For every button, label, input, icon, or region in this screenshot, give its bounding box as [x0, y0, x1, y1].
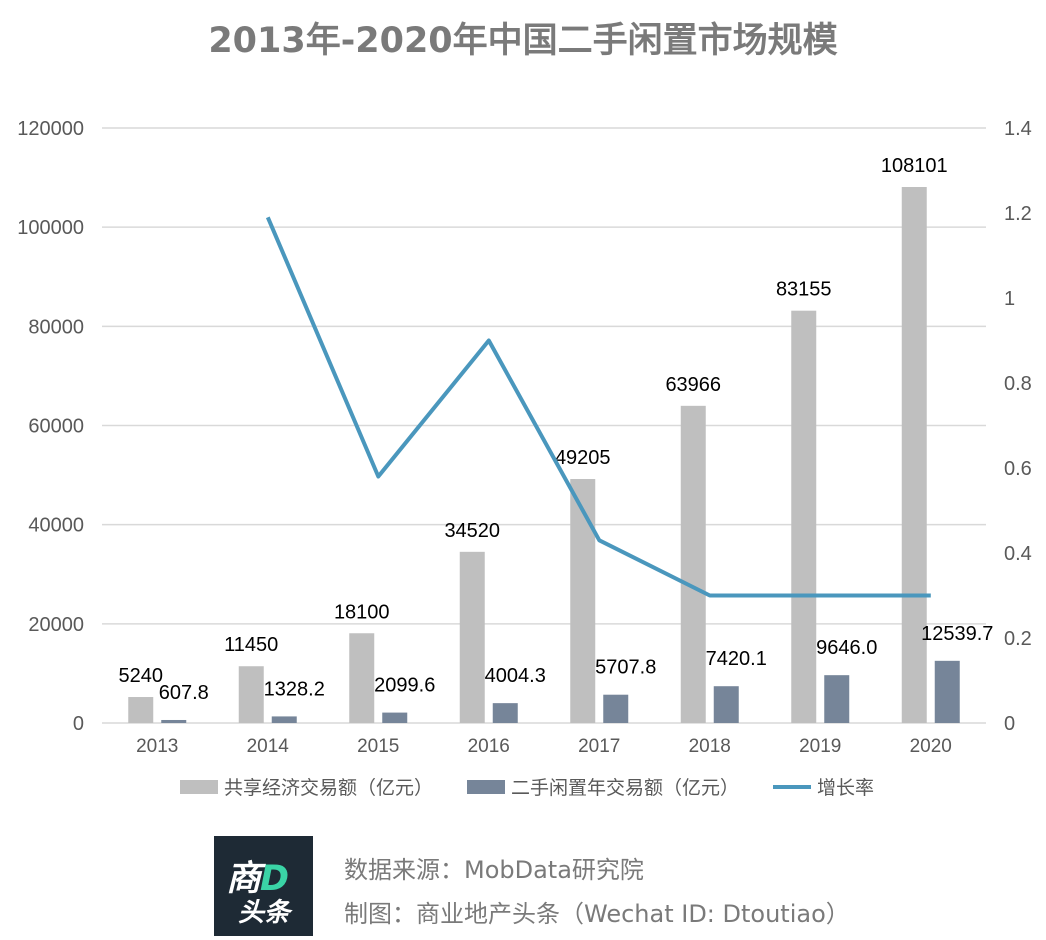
footer: 商D 头条 数据来源：MobData研究院 制图：商业地产头条（Wechat I…: [214, 836, 914, 936]
x-tick-label: 2017: [578, 736, 620, 757]
bar-sharing-economy: [791, 310, 817, 723]
y-left-tick-label: 60000: [28, 416, 84, 438]
y-right-tick-label: 0.8: [1004, 373, 1032, 395]
y-left-tick-label: 100000: [17, 217, 84, 239]
bar-sharing-economy: [570, 479, 596, 723]
data-label: 5707.8: [595, 657, 656, 679]
bar-sharing-economy: [128, 697, 154, 723]
legend-swatch-second-hand: [467, 780, 505, 794]
legend-label-second-hand: 二手闲置年交易额（亿元）: [511, 777, 739, 799]
y-right-tick-label: 1: [1004, 288, 1015, 310]
growth-rate-line: [265, 216, 931, 598]
data-label: 4004.3: [485, 665, 546, 687]
brand-logo: 商D 头条: [214, 836, 313, 936]
data-label: 1328.2: [264, 678, 325, 700]
bar-sharing-economy: [680, 405, 706, 723]
y-right-tick-label: 1.2: [1004, 203, 1032, 225]
y-left-tick-label: 40000: [28, 515, 84, 537]
data-label: 2099.6: [374, 675, 435, 697]
bar-sharing-economy: [238, 666, 264, 723]
x-tick-label: 2013: [136, 736, 178, 757]
bar-sharing-economy: [349, 633, 375, 723]
x-tick-label: 2018: [689, 736, 731, 757]
chart-credit: 制图：商业地产头条（Wechat ID: Dtoutiao）: [344, 900, 850, 928]
y-left-tick-label: 0: [73, 713, 84, 735]
chart: 0 20000 40000 60000 80000 100000 120000 0 0.2 0.4…: [17, 118, 1032, 799]
x-tick-label: 2019: [799, 736, 841, 757]
x-tick-label: 2015: [357, 736, 399, 757]
y-left-tick-label: 120000: [17, 118, 84, 140]
bar-sharing-economy: [459, 551, 485, 723]
x-tick-label: 2014: [247, 736, 290, 757]
x-tick-label: 2020: [910, 736, 952, 757]
chart-title: 2013年-2020年中国二手闲置市场规模: [208, 21, 838, 61]
x-tick-label: 2016: [468, 736, 510, 757]
data-label: 108101: [881, 155, 948, 177]
bar-second-hand: [161, 719, 187, 723]
logo-mark: 商D: [226, 859, 289, 899]
data-source: 数据来源：MobData研究院: [344, 856, 644, 884]
bar-sharing-economy: [901, 186, 927, 723]
bar-second-hand: [492, 703, 518, 723]
data-label: 12539.7: [921, 623, 993, 645]
y-right-tick-label: 0.2: [1004, 628, 1032, 650]
logo-subtitle: 头条: [238, 898, 291, 928]
bar-second-hand: [824, 675, 850, 723]
y-left-tick-label: 20000: [28, 614, 84, 636]
legend-swatch-sharing-economy: [180, 780, 218, 794]
data-label: 9646.0: [816, 637, 877, 659]
data-label: 63966: [665, 374, 721, 396]
data-label: 7420.1: [706, 648, 767, 670]
y-left-tick-label: 80000: [28, 316, 84, 338]
data-label: 83155: [776, 279, 832, 301]
data-label: 607.8: [159, 682, 209, 704]
y-right-tick-label: 0.4: [1004, 543, 1032, 565]
y-right-tick-label: 1.4: [1004, 118, 1032, 140]
bar-second-hand: [382, 712, 408, 723]
legend-label-growth-rate: 增长率: [817, 777, 874, 799]
bar-second-hand: [603, 694, 629, 723]
data-label: 18100: [334, 601, 390, 623]
legend-label-sharing-economy: 共享经济交易额（亿元）: [224, 777, 433, 799]
data-label: 11450: [224, 634, 278, 656]
bar-second-hand: [271, 716, 297, 723]
bar-second-hand: [713, 686, 739, 723]
data-label: 49205: [555, 447, 611, 469]
y-right-tick-label: 0: [1004, 713, 1015, 735]
y-right-tick-label: 0.6: [1004, 458, 1032, 480]
data-label: 5240: [119, 665, 164, 687]
data-label: 34520: [444, 520, 500, 542]
bar-second-hand: [934, 660, 960, 723]
